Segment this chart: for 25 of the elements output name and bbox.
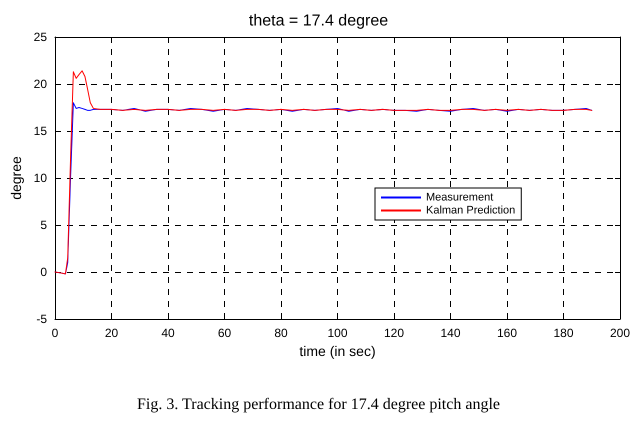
x-tick-label: 200 [610,326,630,340]
x-tick-label: 40 [161,326,175,340]
x-tick-label: 180 [553,326,574,340]
chart-title: theta = 17.4 degree [248,12,388,30]
y-tick-label: 0 [40,265,48,279]
legend-label: Measurement [426,192,494,204]
y-tick-label: 20 [34,77,48,91]
y-tick-label: 15 [34,124,48,138]
y-tick-label: 10 [34,171,48,185]
y-tick-label: 25 [34,30,48,44]
y-tick-label: 5 [40,218,48,232]
x-tick-label: 80 [274,326,288,340]
x-axis-title: time (in sec) [299,342,376,359]
x-tick-label: 160 [496,326,518,340]
x-tick-label: 0 [52,326,59,340]
x-tick-label: 100 [327,326,348,340]
y-tick-label: -5 [36,312,48,326]
y-axis-title: degree [8,156,24,200]
legend-label: Kalman Prediction [426,204,516,216]
caption: Fig. 3. Tracking performance for 17.4 degree pitch angle [136,396,501,414]
line-series [54,70,592,274]
x-tick-label: 60 [218,326,232,340]
x-tick-label: 20 [104,326,118,340]
x-tick-label: 120 [384,326,404,340]
x-tick-label: 140 [440,326,461,340]
